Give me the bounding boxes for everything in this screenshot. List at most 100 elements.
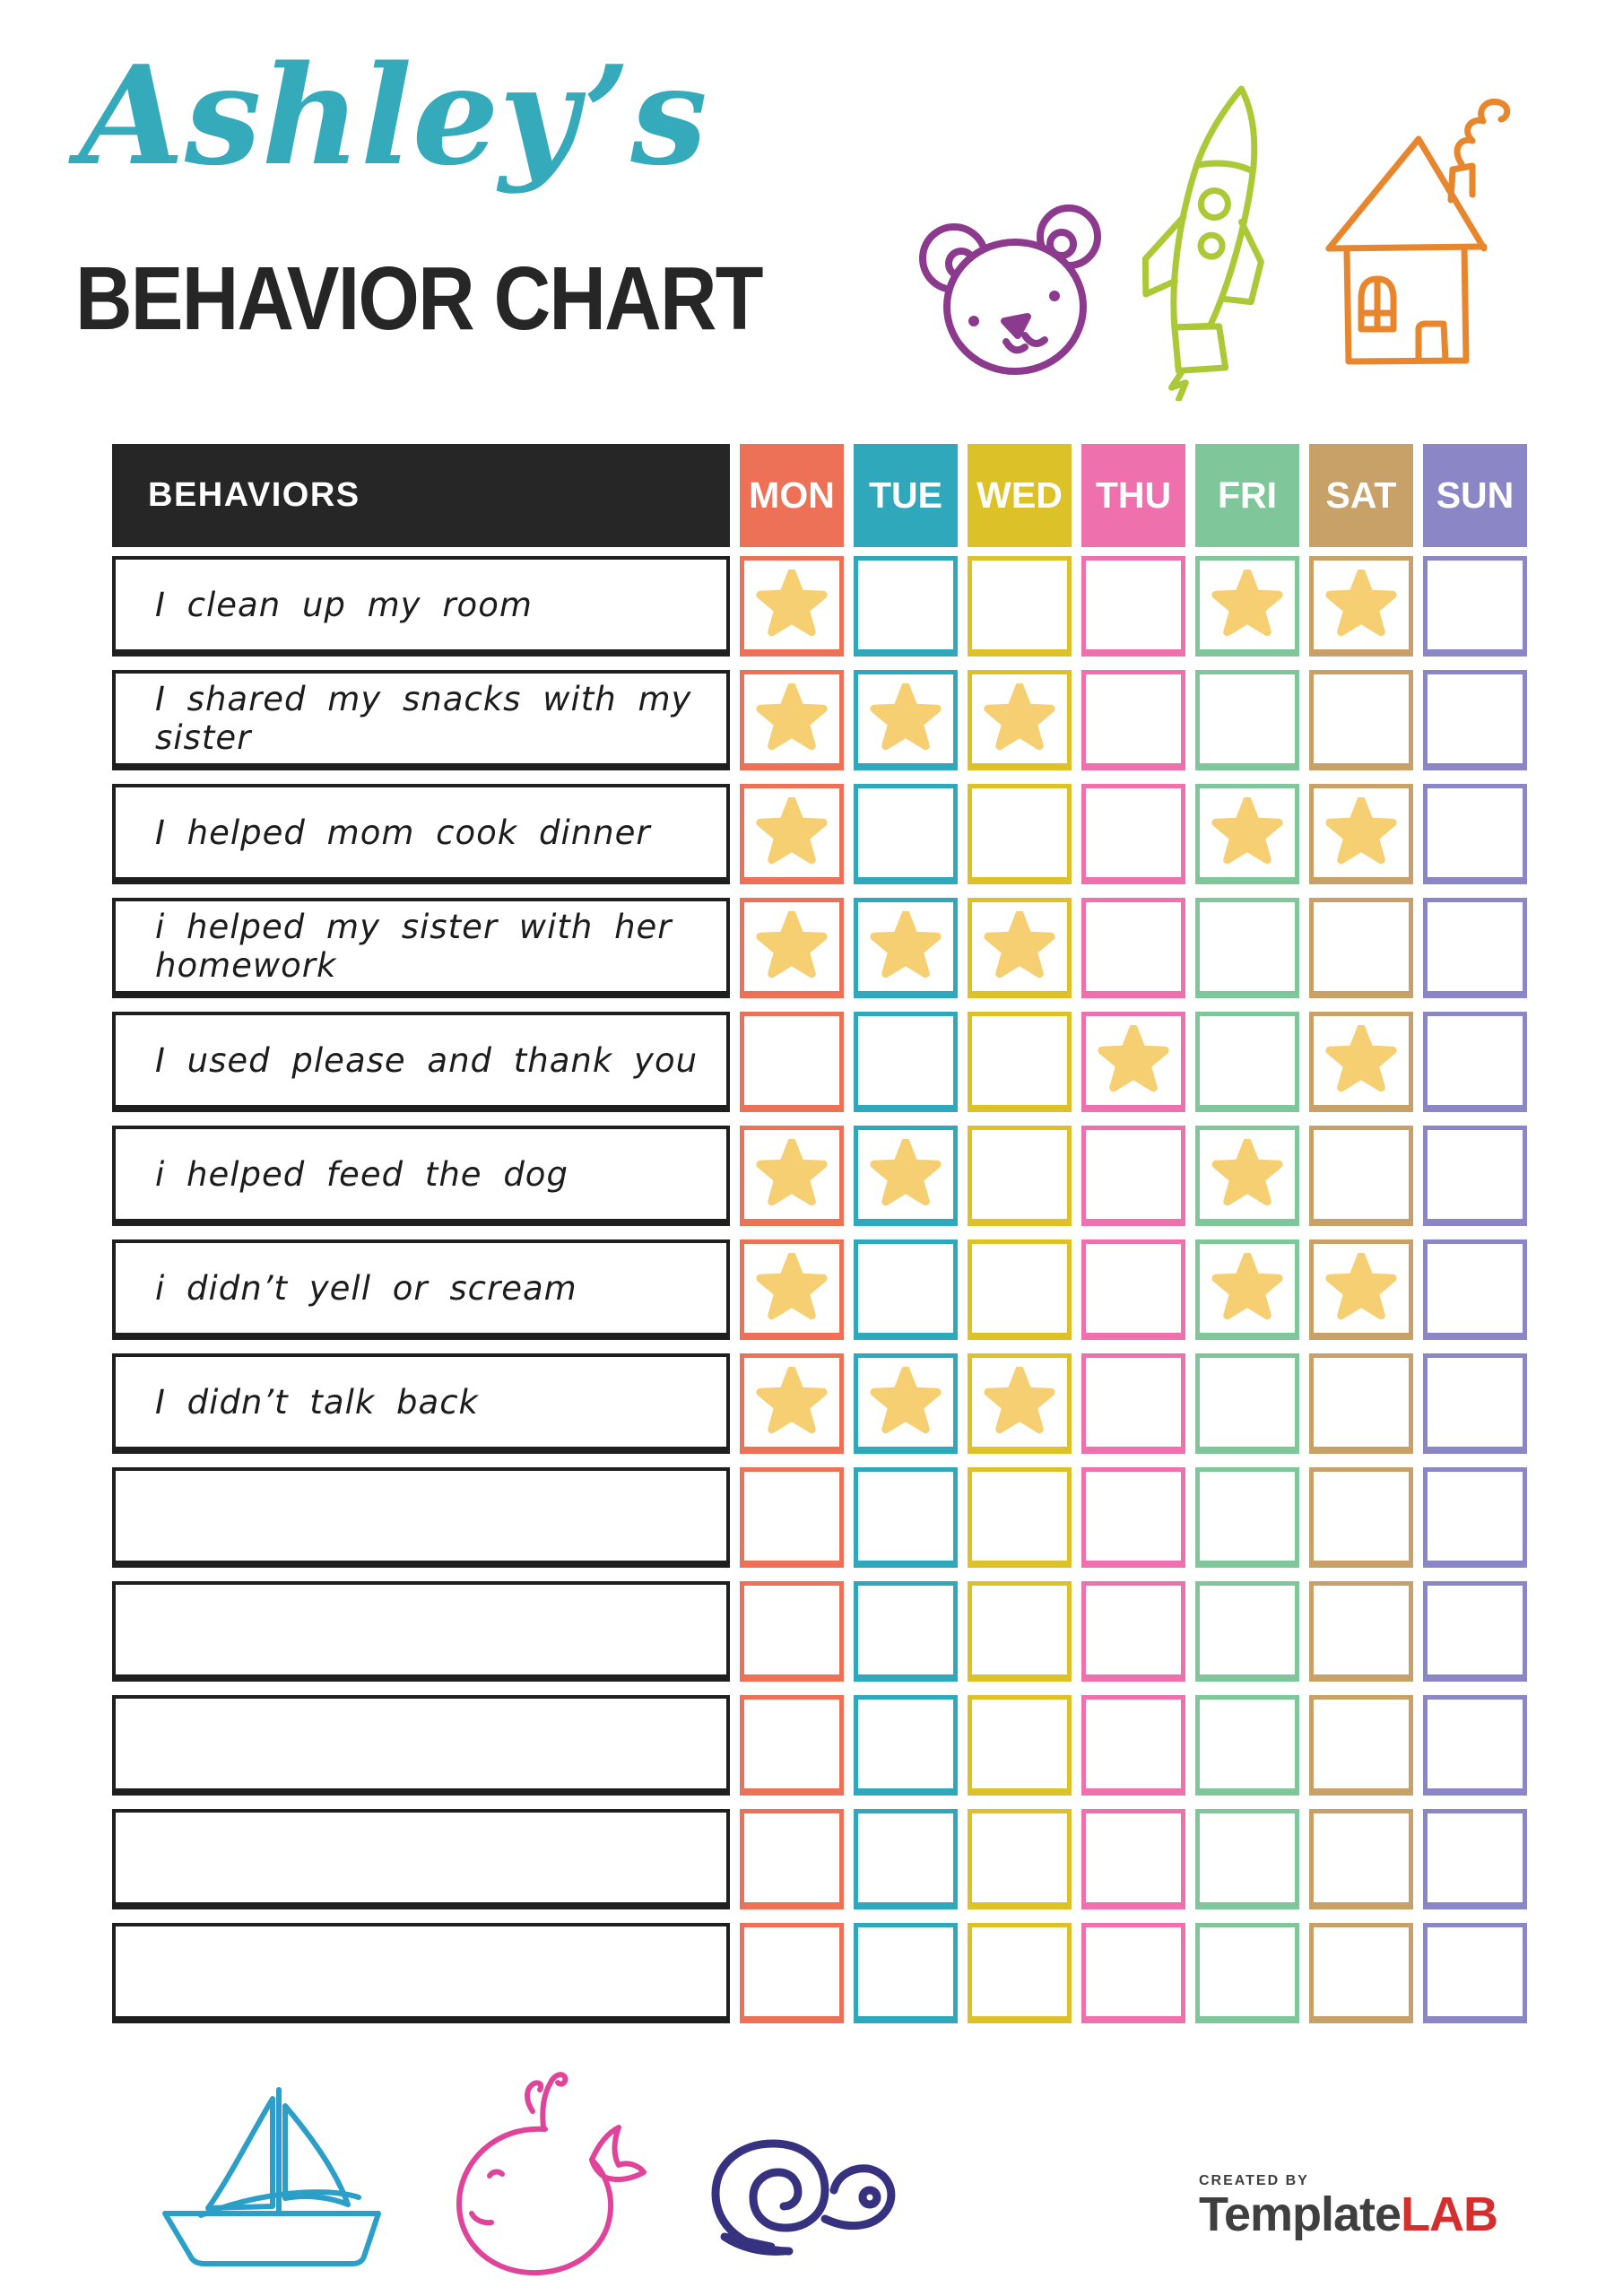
day-cell-thu[interactable] — [1081, 1581, 1185, 1682]
day-cell-wed[interactable] — [968, 1012, 1072, 1112]
day-cell-sun[interactable] — [1423, 670, 1527, 770]
day-cell-sun[interactable] — [1423, 784, 1527, 884]
day-cell-fri[interactable] — [1195, 556, 1299, 657]
day-cell-thu[interactable] — [1081, 898, 1185, 998]
day-cell-mon[interactable] — [740, 1353, 844, 1454]
day-cell-sat[interactable] — [1309, 1467, 1413, 1568]
day-cell-sat[interactable] — [1309, 1923, 1413, 2023]
day-cell-fri[interactable] — [1195, 1695, 1299, 1796]
snail-icon — [683, 2115, 912, 2263]
day-cell-sun[interactable] — [1423, 1239, 1527, 1340]
behavior-label — [112, 1467, 730, 1568]
day-cell-sun[interactable] — [1423, 898, 1527, 998]
day-cell-sun[interactable] — [1423, 1809, 1527, 1909]
day-cell-fri[interactable] — [1195, 1239, 1299, 1340]
day-cell-wed[interactable] — [968, 1581, 1072, 1682]
behavior-label — [112, 1923, 730, 2023]
day-cell-sun[interactable] — [1423, 1581, 1527, 1682]
star-icon — [756, 796, 828, 864]
day-cell-mon[interactable] — [740, 784, 844, 884]
day-cell-mon[interactable] — [740, 1581, 844, 1682]
day-cell-mon[interactable] — [740, 1809, 844, 1909]
day-cell-mon[interactable] — [740, 670, 844, 770]
day-cell-sat[interactable] — [1309, 1809, 1413, 1909]
day-cell-tue[interactable] — [854, 556, 958, 657]
day-cell-wed[interactable] — [968, 1353, 1072, 1454]
day-cell-sat[interactable] — [1309, 1695, 1413, 1796]
star-icon — [756, 910, 828, 978]
day-cell-mon[interactable] — [740, 1239, 844, 1340]
day-cell-mon[interactable] — [740, 1467, 844, 1568]
day-cell-mon[interactable] — [740, 1012, 844, 1112]
day-cell-sat[interactable] — [1309, 1239, 1413, 1340]
day-cell-thu[interactable] — [1081, 670, 1185, 770]
day-cell-sun[interactable] — [1423, 1923, 1527, 2023]
day-cell-thu[interactable] — [1081, 556, 1185, 657]
day-cell-sun[interactable] — [1423, 1695, 1527, 1796]
day-cell-thu[interactable] — [1081, 1012, 1185, 1112]
day-cell-thu[interactable] — [1081, 1923, 1185, 2023]
day-header-thu: THU — [1081, 444, 1185, 547]
day-cell-thu[interactable] — [1081, 1695, 1185, 1796]
day-cell-mon[interactable] — [740, 1126, 844, 1226]
day-cell-sat[interactable] — [1309, 1581, 1413, 1682]
day-cell-tue[interactable] — [854, 1695, 958, 1796]
day-cell-sat[interactable] — [1309, 670, 1413, 770]
day-cell-wed[interactable] — [968, 1695, 1072, 1796]
day-cell-tue[interactable] — [854, 1012, 958, 1112]
day-cell-tue[interactable] — [854, 1239, 958, 1340]
day-cell-wed[interactable] — [968, 1923, 1072, 2023]
day-cell-sun[interactable] — [1423, 1012, 1527, 1112]
day-cell-tue[interactable] — [854, 1923, 958, 2023]
day-cell-wed[interactable] — [968, 1126, 1072, 1226]
day-cell-thu[interactable] — [1081, 1239, 1185, 1340]
day-cell-mon[interactable] — [740, 1923, 844, 2023]
day-cell-sat[interactable] — [1309, 898, 1413, 998]
day-cell-fri[interactable] — [1195, 1353, 1299, 1454]
day-cell-fri[interactable] — [1195, 898, 1299, 998]
day-cell-fri[interactable] — [1195, 1809, 1299, 1909]
day-cell-wed[interactable] — [968, 1467, 1072, 1568]
day-cell-wed[interactable] — [968, 556, 1072, 657]
day-cell-sun[interactable] — [1423, 556, 1527, 657]
day-cell-sat[interactable] — [1309, 1126, 1413, 1226]
behavior-label — [112, 1695, 730, 1796]
day-cell-fri[interactable] — [1195, 1581, 1299, 1682]
behaviors-column-header: BEHAVIORS — [112, 444, 730, 547]
day-cell-tue[interactable] — [854, 1353, 958, 1454]
day-cell-sun[interactable] — [1423, 1467, 1527, 1568]
day-cell-fri[interactable] — [1195, 670, 1299, 770]
day-cell-mon[interactable] — [740, 556, 844, 657]
day-cell-wed[interactable] — [968, 1809, 1072, 1909]
day-cell-fri[interactable] — [1195, 1126, 1299, 1226]
day-cell-tue[interactable] — [854, 1809, 958, 1909]
day-cell-wed[interactable] — [968, 784, 1072, 884]
day-cell-thu[interactable] — [1081, 1126, 1185, 1226]
day-cell-wed[interactable] — [968, 1239, 1072, 1340]
day-cell-sat[interactable] — [1309, 1353, 1413, 1454]
day-cell-fri[interactable] — [1195, 1923, 1299, 2023]
day-cell-tue[interactable] — [854, 1581, 958, 1682]
day-cell-thu[interactable] — [1081, 1809, 1185, 1909]
day-cell-thu[interactable] — [1081, 1353, 1185, 1454]
day-cell-sat[interactable] — [1309, 784, 1413, 884]
day-cell-thu[interactable] — [1081, 784, 1185, 884]
day-cell-sun[interactable] — [1423, 1353, 1527, 1454]
day-cell-sat[interactable] — [1309, 1012, 1413, 1112]
day-cell-tue[interactable] — [854, 1467, 958, 1568]
day-cell-thu[interactable] — [1081, 1467, 1185, 1568]
day-cell-sun[interactable] — [1423, 1126, 1527, 1226]
day-cell-fri[interactable] — [1195, 784, 1299, 884]
day-cell-tue[interactable] — [854, 670, 958, 770]
child-name-title: Ashley’s — [79, 35, 707, 196]
day-cell-tue[interactable] — [854, 1126, 958, 1226]
day-cell-fri[interactable] — [1195, 1467, 1299, 1568]
day-cell-wed[interactable] — [968, 670, 1072, 770]
day-cell-wed[interactable] — [968, 898, 1072, 998]
day-cell-tue[interactable] — [854, 784, 958, 884]
day-cell-sat[interactable] — [1309, 556, 1413, 657]
day-cell-mon[interactable] — [740, 898, 844, 998]
day-cell-fri[interactable] — [1195, 1012, 1299, 1112]
day-cell-mon[interactable] — [740, 1695, 844, 1796]
day-cell-tue[interactable] — [854, 898, 958, 998]
